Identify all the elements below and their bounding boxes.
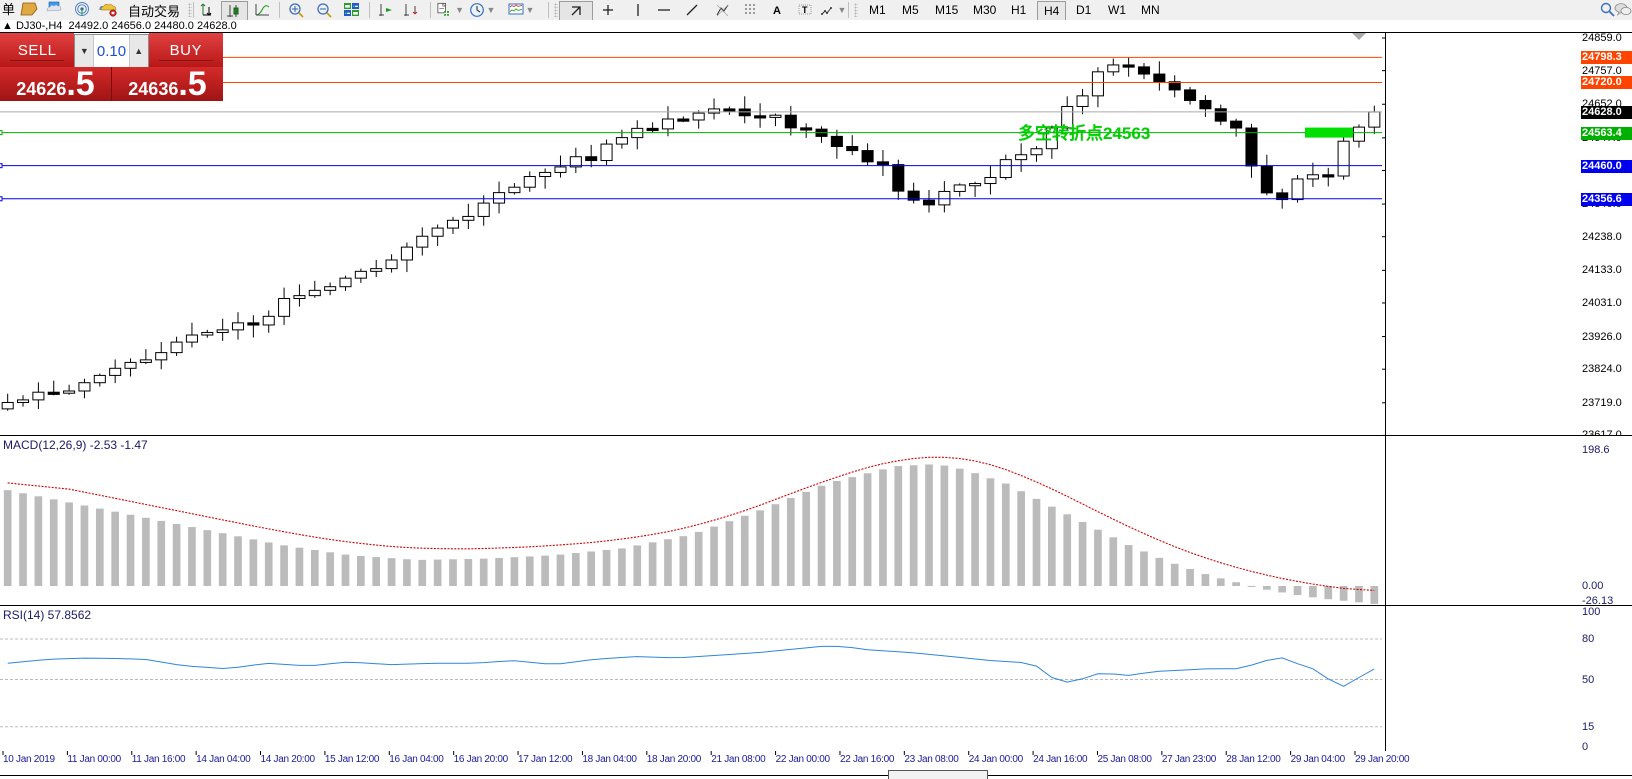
svg-text:A: A	[773, 5, 781, 17]
svg-text:T: T	[802, 5, 808, 15]
svg-text:单: 单	[2, 2, 15, 17]
